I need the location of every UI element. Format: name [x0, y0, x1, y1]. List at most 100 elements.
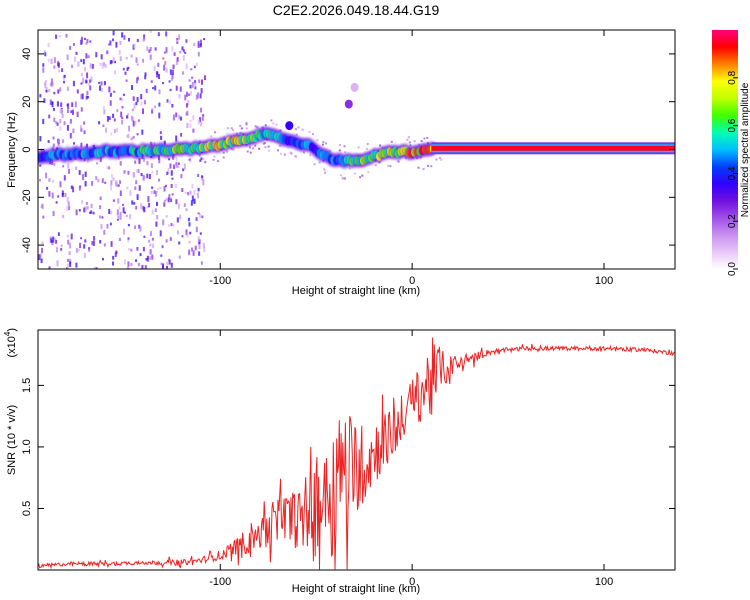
- noise-speck: [53, 57, 56, 64]
- noise-speck: [272, 122, 275, 125]
- noise-speck: [318, 161, 321, 164]
- noise-speck: [149, 243, 152, 247]
- noise-speck: [69, 46, 72, 50]
- noise-speck: [66, 234, 69, 238]
- noise-speck: [359, 176, 362, 179]
- noise-speck: [101, 63, 104, 69]
- noise-speck: [264, 146, 267, 149]
- noise-speck: [123, 35, 126, 40]
- noise-speck: [114, 60, 116, 64]
- noise-speck: [99, 85, 101, 91]
- noise-speck: [70, 110, 73, 114]
- noise-speck: [108, 167, 111, 170]
- noise-speck: [39, 164, 42, 167]
- noise-speck: [197, 187, 200, 192]
- noise-speck: [181, 46, 184, 51]
- noise-speck: [148, 202, 151, 208]
- noise-speck: [75, 209, 78, 216]
- noise-speck: [84, 37, 86, 40]
- noise-speck: [59, 126, 62, 131]
- noise-speck: [71, 102, 74, 107]
- noise-speck: [42, 215, 45, 219]
- noise-speck: [55, 201, 58, 204]
- noise-speck: [130, 262, 133, 267]
- x-tick-label: 100: [595, 576, 613, 588]
- noise-speck: [154, 47, 157, 51]
- noise-speck: [83, 207, 86, 213]
- noise-speck: [406, 138, 409, 141]
- noise-speck: [223, 135, 226, 138]
- noise-speck: [189, 190, 192, 195]
- noise-speck: [135, 206, 138, 210]
- noise-speck: [171, 193, 174, 196]
- noise-speck: [176, 217, 179, 223]
- snr-series-line: [38, 337, 675, 570]
- noise-speck: [130, 54, 133, 58]
- noise-speck: [50, 78, 53, 84]
- spectral-blob: [344, 99, 353, 109]
- noise-speck: [108, 209, 111, 215]
- noise-speck: [135, 180, 138, 185]
- noise-speck: [159, 186, 162, 189]
- noise-speck: [80, 127, 83, 132]
- noise-speck: [167, 197, 170, 203]
- noise-speck: [141, 264, 144, 269]
- noise-speck: [178, 203, 180, 209]
- noise-speck: [150, 142, 153, 147]
- noise-speck: [77, 61, 80, 67]
- noise-speck: [40, 253, 42, 258]
- noise-speck: [357, 146, 360, 149]
- noise-speck: [57, 195, 60, 198]
- noise-speck: [100, 54, 103, 60]
- noise-speck: [135, 102, 138, 106]
- noise-speck: [121, 105, 124, 109]
- noise-speck: [55, 121, 58, 124]
- noise-speck: [105, 127, 107, 133]
- noise-speck: [192, 250, 195, 256]
- noise-speck: [202, 242, 205, 249]
- noise-speck: [42, 63, 45, 67]
- noise-speck: [297, 126, 300, 129]
- noise-speck: [245, 127, 248, 130]
- noise-speck: [267, 145, 270, 148]
- noise-speck: [172, 69, 174, 76]
- noise-speck: [173, 164, 176, 169]
- noise-speck: [122, 67, 125, 71]
- noise-speck: [170, 198, 173, 202]
- noise-speck: [59, 108, 62, 113]
- noise-speck: [112, 199, 115, 202]
- noise-speck: [313, 163, 316, 166]
- noise-speck: [204, 161, 207, 164]
- noise-speck: [146, 258, 149, 262]
- noise-speck: [99, 196, 102, 201]
- noise-speck: [72, 109, 74, 115]
- noise-speck: [107, 43, 110, 46]
- noise-speck: [59, 87, 62, 92]
- noise-speck: [109, 100, 112, 106]
- noise-speck: [199, 117, 201, 123]
- noise-speck: [174, 184, 177, 189]
- noise-speck: [409, 144, 412, 147]
- noise-speck: [59, 119, 62, 124]
- band-core: [431, 145, 675, 151]
- colorbar-tick-label: 0.2: [727, 214, 738, 228]
- noise-speck: [136, 169, 138, 173]
- noise-speck: [120, 111, 123, 118]
- noise-speck: [70, 233, 73, 240]
- noise-speck: [175, 162, 178, 166]
- noise-speck: [48, 178, 51, 182]
- noise-speck: [169, 100, 172, 105]
- noise-speck: [155, 221, 158, 227]
- noise-speck: [52, 143, 55, 147]
- noise-speck: [240, 127, 243, 130]
- noise-speck: [189, 123, 192, 128]
- noise-speck: [144, 75, 147, 80]
- noise-speck: [166, 171, 169, 175]
- noise-speck: [193, 198, 196, 204]
- noise-speck: [192, 115, 195, 121]
- noise-speck: [44, 82, 47, 87]
- noise-speck: [106, 166, 109, 170]
- noise-speck: [146, 173, 149, 179]
- noise-speck: [171, 104, 174, 108]
- noise-speck: [163, 202, 166, 207]
